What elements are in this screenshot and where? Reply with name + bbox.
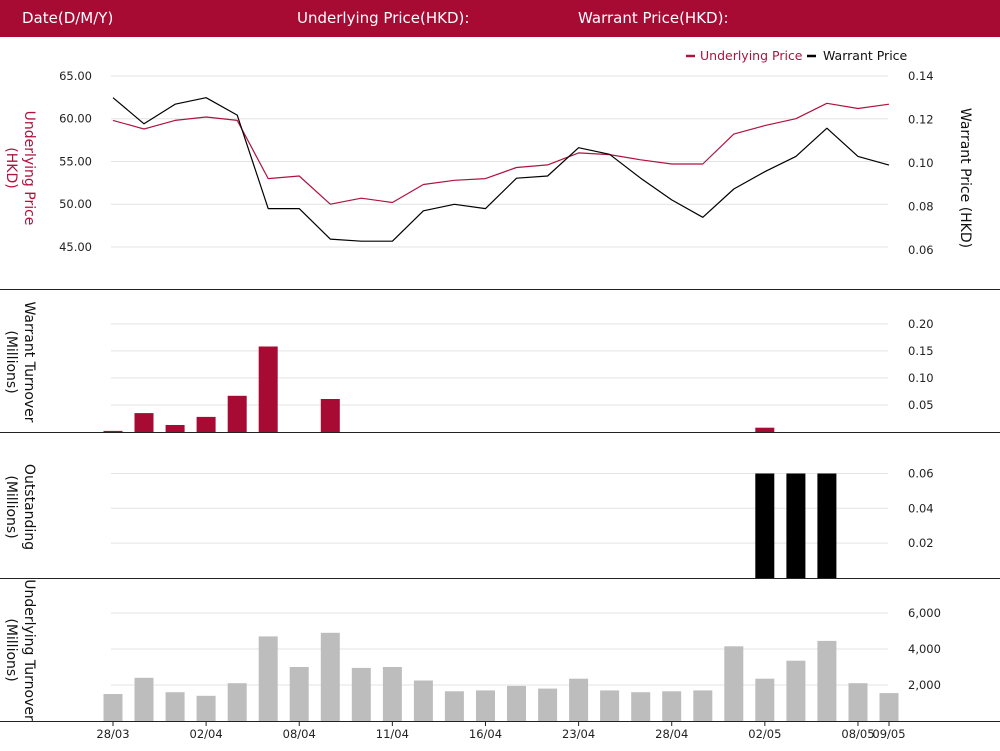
date-label: Date(D/M/Y): [22, 9, 114, 27]
underlying-turnover-bar: [817, 640, 837, 721]
underlying-turnover-bar: [538, 688, 558, 721]
right-axis-title: Warrant Price (HKD): [957, 108, 973, 248]
legend-underlying-label: Underlying Price: [700, 48, 803, 63]
underlying-turnover-bar: [600, 690, 620, 721]
x-axis-tick: 08/05: [841, 727, 874, 741]
right-axis-tick: 0.05: [908, 398, 934, 412]
outstanding-bar: [786, 473, 806, 578]
x-axis-tick: 28/04: [655, 727, 688, 741]
underlying-turnover-bar: [103, 694, 123, 721]
x-axis-tick: 16/04: [469, 727, 502, 741]
outstanding-bar: [755, 473, 775, 578]
right-axis-tick: 0.04: [908, 501, 934, 515]
warrant-turnover-bar: [165, 425, 185, 432]
right-axis-tick: 0.06: [908, 243, 934, 257]
left-axis-title: Underlying Price(HKD): [3, 111, 37, 226]
warrant-turnover-bar: [134, 413, 154, 432]
underlying-turnover-bar: [289, 667, 309, 721]
underlying-turnover-axis-title: Underlying Turnover(Millions): [3, 579, 37, 721]
x-axis-tick: 23/04: [562, 727, 595, 741]
x-axis-tick: 28/03: [96, 727, 129, 741]
header-bar: Date(D/M/Y) Underlying Price(HKD): Warra…: [0, 0, 1000, 37]
right-axis-tick: 6,000: [908, 606, 941, 620]
right-axis-tick: 0.14: [908, 69, 934, 83]
x-axis-tick: 02/04: [190, 727, 223, 741]
right-axis-tick: 2,000: [908, 678, 941, 692]
underlying-turnover-bar: [786, 660, 806, 721]
left-axis-tick: 50.00: [59, 197, 92, 211]
underlying-turnover-bar: [879, 693, 899, 721]
underlying-turnover-bar: [413, 680, 433, 721]
underlying-turnover-bar: [476, 690, 495, 721]
x-axis-tick: 02/05: [748, 727, 781, 741]
underlying-turnover-bar: [507, 685, 526, 721]
underlying-turnover-bar: [662, 691, 682, 721]
underlying-turnover-bar: [631, 692, 651, 721]
right-axis-tick: 0.10: [908, 156, 934, 170]
underlying-turnover-bar: [258, 636, 278, 721]
left-axis-tick: 55.00: [59, 154, 92, 168]
warrant-price-label: Warrant Price(HKD):: [578, 9, 729, 27]
warrant-turnover-bar: [196, 416, 216, 432]
warrant-turnover-bar: [320, 399, 340, 432]
left-axis-tick: 60.00: [59, 112, 92, 126]
left-axis-tick: 45.00: [59, 240, 92, 254]
underlying-turnover-bar: [227, 683, 247, 721]
underlying-turnover-bar: [320, 632, 340, 721]
underlying-turnover-bar: [196, 695, 216, 721]
underlying-turnover-bar: [693, 690, 713, 721]
warrant-price-line: [112, 97, 890, 242]
right-axis-tick: 0.08: [908, 199, 934, 213]
warrant-turnover-bar: [258, 346, 278, 432]
right-axis-tick: 0.06: [908, 466, 934, 480]
right-axis-tick: 4,000: [908, 642, 941, 656]
x-axis-tick: 09/05: [872, 727, 905, 741]
underlying-turnover-bar: [165, 692, 185, 721]
underlying-turnover-bar: [848, 683, 868, 721]
underlying-turnover-bar: [382, 667, 402, 721]
right-axis-tick: 0.20: [908, 317, 934, 331]
legend-warrant-label: Warrant Price: [823, 48, 908, 63]
x-axis-tick: 11/04: [376, 727, 409, 741]
underlying-price-label: Underlying Price(HKD):: [297, 9, 470, 27]
outstanding-axis-title: Outstanding(Millions): [3, 464, 37, 550]
warrant-turnover-axis-title: Warrant Turnover(Millions): [3, 301, 37, 422]
underlying-turnover-bar: [444, 691, 464, 721]
right-axis-tick: 0.15: [908, 344, 934, 358]
x-axis-tick: 08/04: [283, 727, 316, 741]
underlying-turnover-bar: [134, 677, 154, 721]
warrant-turnover-bar: [227, 395, 247, 432]
right-axis-tick: 0.02: [908, 536, 934, 550]
underlying-turnover-bar: [724, 646, 744, 721]
underlying-turnover-bar: [755, 678, 775, 721]
underlying-turnover-bar: [569, 678, 589, 721]
warrant-turnover-bar: [103, 430, 123, 432]
left-axis-tick: 65.00: [59, 69, 92, 83]
underlying-turnover-bar: [351, 667, 371, 721]
right-axis-tick: 0.12: [908, 112, 934, 126]
right-axis-tick: 0.10: [908, 371, 934, 385]
outstanding-bar: [817, 473, 837, 578]
warrant-turnover-bar: [755, 427, 775, 432]
